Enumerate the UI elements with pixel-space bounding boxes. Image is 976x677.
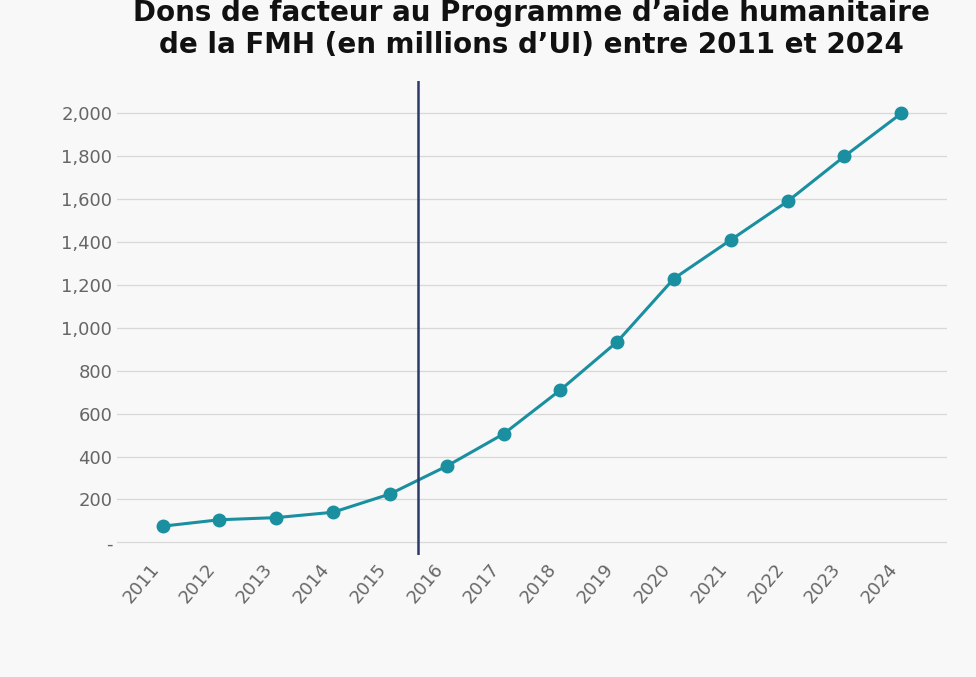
Title: Dons de facteur au Programme d’aide humanitaire
de la FMH (en millions d’UI) ent: Dons de facteur au Programme d’aide huma… [134, 0, 930, 60]
